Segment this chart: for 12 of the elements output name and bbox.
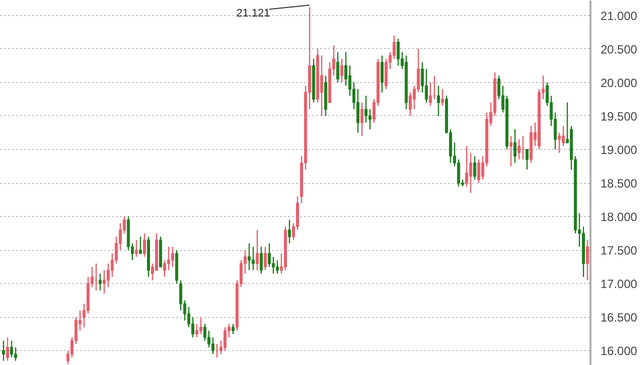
y-tick-label: 17.000 (600, 277, 638, 292)
y-tick-label: 16.500 (600, 310, 638, 325)
y-tick-label: 19.500 (600, 109, 638, 124)
y-tick-label: 19.000 (600, 142, 638, 157)
y-tick-label: 20.000 (600, 76, 638, 90)
y-tick-label: 18.000 (600, 210, 638, 224)
y-tick-label: 16.000 (600, 344, 638, 358)
y-tick-label: 18.500 (600, 176, 638, 190)
y-tick-label: 17.500 (600, 244, 638, 258)
y-tick-label: 21.000 (600, 8, 638, 23)
annotation: 21.121 (236, 8, 270, 20)
y-tick-label: 20.500 (600, 42, 638, 56)
